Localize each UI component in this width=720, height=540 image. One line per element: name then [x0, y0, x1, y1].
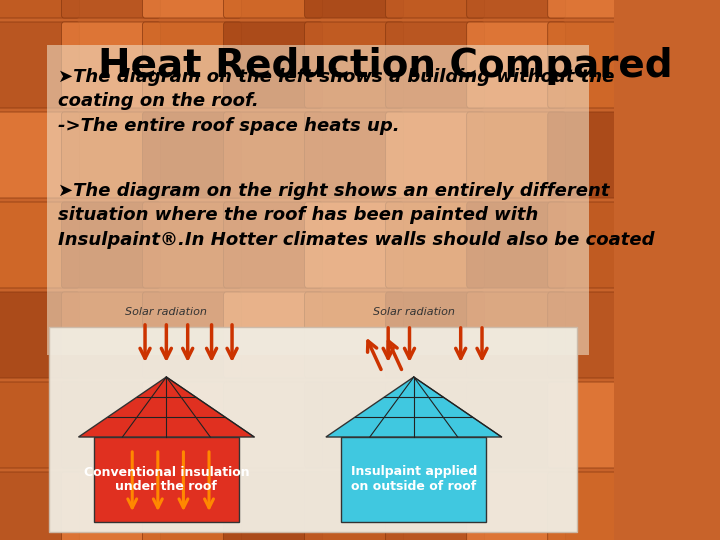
FancyBboxPatch shape: [629, 22, 720, 108]
FancyBboxPatch shape: [467, 472, 566, 540]
FancyBboxPatch shape: [305, 0, 403, 18]
Bar: [341, 437, 486, 522]
FancyBboxPatch shape: [548, 382, 647, 468]
FancyBboxPatch shape: [467, 22, 566, 108]
FancyBboxPatch shape: [143, 292, 241, 378]
FancyBboxPatch shape: [548, 472, 647, 540]
FancyBboxPatch shape: [61, 382, 161, 468]
Text: Solar radiation: Solar radiation: [373, 307, 455, 317]
FancyBboxPatch shape: [467, 112, 566, 198]
FancyBboxPatch shape: [0, 112, 79, 198]
FancyBboxPatch shape: [548, 292, 647, 378]
Text: ➤The diagram on the right shows an entirely different
situation where the roof h: ➤The diagram on the right shows an entir…: [58, 182, 654, 248]
FancyBboxPatch shape: [61, 292, 161, 378]
FancyBboxPatch shape: [386, 0, 485, 18]
FancyBboxPatch shape: [61, 472, 161, 540]
FancyBboxPatch shape: [386, 202, 485, 288]
Polygon shape: [326, 377, 502, 437]
FancyBboxPatch shape: [223, 112, 323, 198]
Text: Heat Reduction Compared: Heat Reduction Compared: [98, 47, 672, 85]
FancyBboxPatch shape: [467, 292, 566, 378]
FancyBboxPatch shape: [223, 202, 323, 288]
FancyBboxPatch shape: [223, 0, 323, 18]
FancyBboxPatch shape: [548, 22, 647, 108]
Bar: [94, 437, 239, 522]
FancyBboxPatch shape: [0, 22, 79, 108]
Polygon shape: [78, 377, 254, 437]
FancyBboxPatch shape: [629, 472, 720, 540]
Text: Insulpaint applied
on outside of roof: Insulpaint applied on outside of roof: [351, 465, 477, 494]
FancyBboxPatch shape: [386, 472, 485, 540]
Text: Solar radiation: Solar radiation: [125, 307, 207, 317]
FancyBboxPatch shape: [0, 292, 79, 378]
FancyBboxPatch shape: [223, 22, 323, 108]
FancyBboxPatch shape: [305, 292, 403, 378]
FancyBboxPatch shape: [0, 0, 79, 18]
FancyBboxPatch shape: [223, 472, 323, 540]
FancyBboxPatch shape: [629, 112, 720, 198]
FancyBboxPatch shape: [61, 0, 161, 18]
FancyBboxPatch shape: [47, 45, 589, 355]
FancyBboxPatch shape: [305, 22, 403, 108]
FancyBboxPatch shape: [143, 0, 241, 18]
FancyBboxPatch shape: [386, 292, 485, 378]
FancyBboxPatch shape: [223, 382, 323, 468]
FancyBboxPatch shape: [61, 202, 161, 288]
FancyBboxPatch shape: [548, 112, 647, 198]
FancyBboxPatch shape: [629, 382, 720, 468]
FancyBboxPatch shape: [467, 0, 566, 18]
FancyBboxPatch shape: [305, 472, 403, 540]
FancyBboxPatch shape: [50, 327, 577, 532]
FancyBboxPatch shape: [223, 292, 323, 378]
FancyBboxPatch shape: [548, 0, 647, 18]
FancyBboxPatch shape: [143, 112, 241, 198]
FancyBboxPatch shape: [305, 382, 403, 468]
FancyBboxPatch shape: [629, 0, 720, 18]
FancyBboxPatch shape: [143, 202, 241, 288]
FancyBboxPatch shape: [143, 22, 241, 108]
Text: ➤The diagram on the left shows a building without the
coating on the roof.
->The: ➤The diagram on the left shows a buildin…: [58, 68, 614, 134]
FancyBboxPatch shape: [467, 382, 566, 468]
FancyBboxPatch shape: [305, 202, 403, 288]
FancyBboxPatch shape: [0, 472, 79, 540]
FancyBboxPatch shape: [61, 112, 161, 198]
Text: Conventional insulation
under the roof: Conventional insulation under the roof: [84, 465, 249, 494]
FancyBboxPatch shape: [548, 202, 647, 288]
FancyBboxPatch shape: [386, 112, 485, 198]
FancyBboxPatch shape: [143, 382, 241, 468]
FancyBboxPatch shape: [386, 382, 485, 468]
FancyBboxPatch shape: [629, 292, 720, 378]
FancyBboxPatch shape: [0, 382, 79, 468]
FancyBboxPatch shape: [61, 22, 161, 108]
FancyBboxPatch shape: [386, 22, 485, 108]
FancyBboxPatch shape: [143, 472, 241, 540]
FancyBboxPatch shape: [629, 202, 720, 288]
FancyBboxPatch shape: [467, 202, 566, 288]
FancyBboxPatch shape: [0, 202, 79, 288]
FancyBboxPatch shape: [305, 112, 403, 198]
